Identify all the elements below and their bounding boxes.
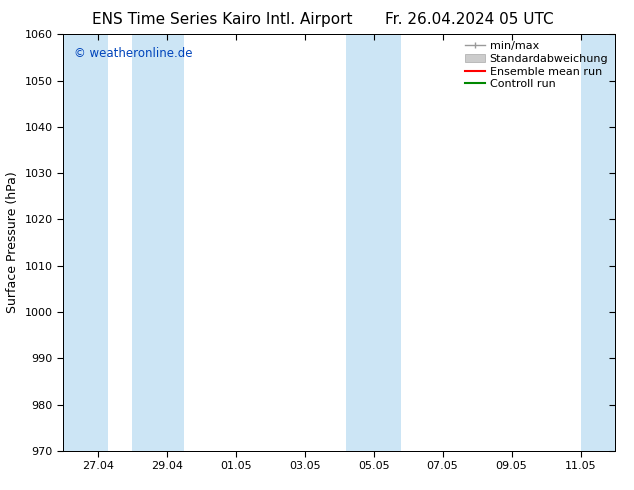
Text: Fr. 26.04.2024 05 UTC: Fr. 26.04.2024 05 UTC — [385, 12, 553, 27]
Bar — [63, 34, 108, 451]
Text: © weatheronline.de: © weatheronline.de — [74, 47, 193, 60]
Bar — [581, 34, 615, 451]
Text: ENS Time Series Kairo Intl. Airport: ENS Time Series Kairo Intl. Airport — [92, 12, 352, 27]
Bar — [346, 34, 401, 451]
Bar — [133, 34, 184, 451]
Y-axis label: Surface Pressure (hPa): Surface Pressure (hPa) — [6, 172, 19, 314]
Legend: min/max, Standardabweichung, Ensemble mean run, Controll run: min/max, Standardabweichung, Ensemble me… — [462, 38, 612, 93]
